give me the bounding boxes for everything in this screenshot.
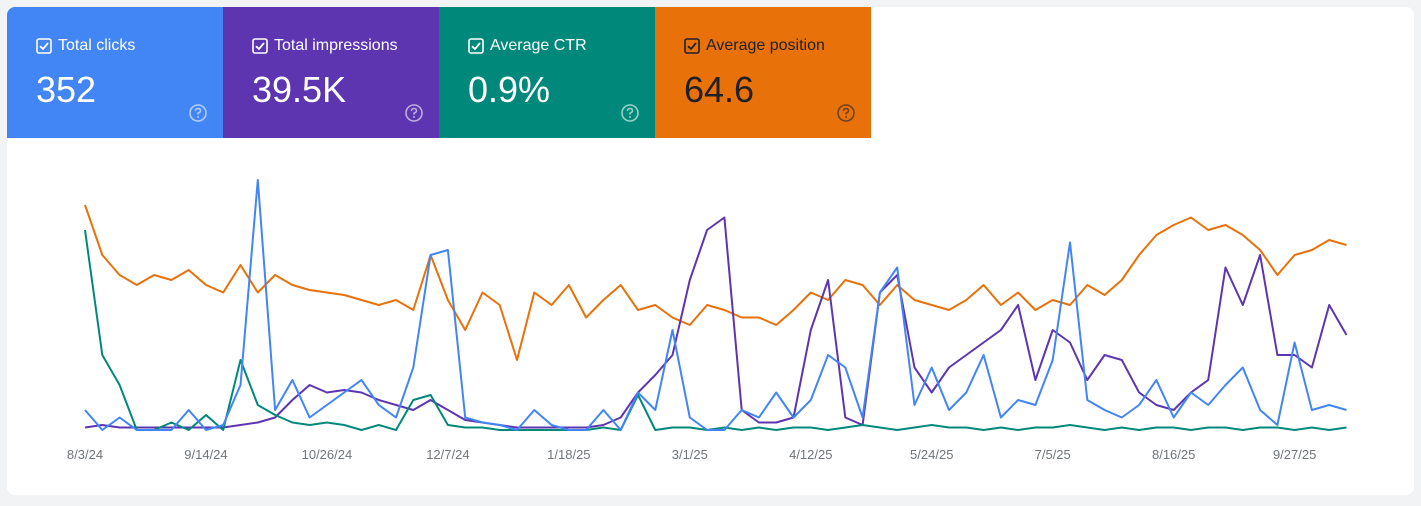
- checkbox[interactable]: [252, 38, 268, 54]
- x-tick-label: 4/12/25: [789, 447, 832, 462]
- chart: 8/3/24 9/14/24 10/26/24 12/7/24 1/18/25 3/1/2…: [67, 179, 1348, 462]
- series-line: [84, 204, 1347, 361]
- checkbox[interactable]: [684, 38, 700, 54]
- x-tick-label: 9/14/24: [184, 447, 227, 462]
- metric-card[interactable]: Total clicks 352: [7, 7, 223, 138]
- help-icon[interactable]: [620, 103, 640, 123]
- checkbox[interactable]: [468, 38, 484, 54]
- metric-label: Average position: [706, 37, 825, 54]
- metric-value: 64.6: [684, 69, 755, 110]
- x-tick-label: 5/24/25: [910, 447, 953, 462]
- series-line: [84, 179, 1347, 431]
- help-icon[interactable]: [188, 103, 208, 123]
- x-tick-label: 1/18/25: [547, 447, 590, 462]
- performance-panel: 8/3/24 9/14/24 10/26/24 12/7/24 1/18/25 3/1/2…: [7, 7, 1414, 495]
- series-line: [84, 229, 1347, 431]
- help-icon[interactable]: [404, 103, 424, 123]
- x-tick-label: 9/27/25: [1273, 447, 1316, 462]
- checkbox[interactable]: [36, 38, 52, 54]
- x-tick-label: 3/1/25: [672, 447, 708, 462]
- x-tick-label: 8/3/24: [67, 447, 103, 462]
- x-tick-label: 12/7/24: [426, 447, 469, 462]
- help-icon[interactable]: [836, 103, 856, 123]
- metric-label: Average CTR: [490, 37, 587, 54]
- series-line: [84, 216, 1348, 429]
- x-tick-label: 10/26/24: [302, 447, 353, 462]
- metric-value: 352: [36, 69, 97, 110]
- metric-card[interactable]: Average CTR 0.9%: [439, 7, 655, 138]
- metric-value: 39.5K: [252, 69, 347, 110]
- x-tick-label: 8/16/25: [1152, 447, 1195, 462]
- metric-card[interactable]: Total impressions 39.5K: [223, 7, 439, 138]
- metric-value: 0.9%: [468, 69, 551, 110]
- metric-label: Total clicks: [58, 37, 136, 54]
- metric-label: Total impressions: [274, 37, 398, 54]
- metric-card[interactable]: Average position 64.6: [655, 7, 871, 138]
- x-tick-label: 7/5/25: [1035, 447, 1071, 462]
